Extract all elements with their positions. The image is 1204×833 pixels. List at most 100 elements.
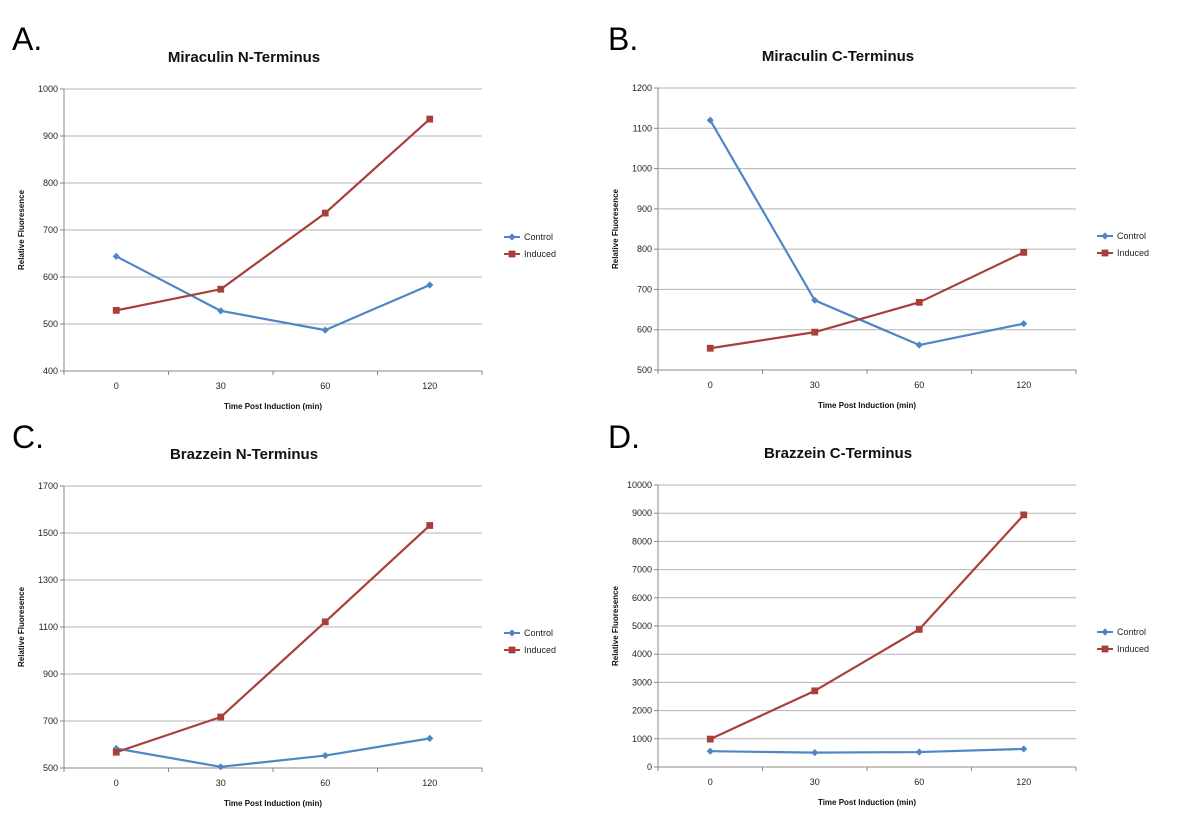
y-axis-label: Relative Fluoresence [17,586,26,667]
x-tick-label: 30 [216,381,226,391]
y-tick-label: 9000 [632,508,652,518]
y-tick-label: 8000 [632,536,652,546]
legend-marker-control [1101,232,1109,240]
legend-label-induced: Induced [524,645,556,655]
series-line-control [116,737,430,768]
data-point-induced [1020,511,1028,519]
x-tick-label: 0 [708,777,713,787]
data-point-induced [112,748,120,756]
x-tick-label: 60 [914,777,924,787]
legend-label-control: Control [524,628,553,638]
y-tick-label: 800 [637,244,652,254]
data-point-control [217,307,225,315]
y-tick-label: 0 [647,762,652,772]
y-axis-label: Relative Fluoresence [17,189,26,270]
chart-panel-c: C. Brazzein N-Terminus 500 700 900 1100 1300 15… [12,419,556,808]
chart-panel-d: D. Brazzein C-Terminus 0 1000 2000 3000 4000 50… [608,419,1149,807]
legend-label-induced: Induced [1117,248,1149,258]
panel-letter: D. [608,419,640,455]
data-point-induced [706,735,714,743]
data-point-control [1020,745,1028,753]
data-point-induced [915,298,923,306]
y-tick-label: 700 [637,284,652,294]
legend-label-control: Control [1117,627,1146,637]
x-tick-label: 30 [216,778,226,788]
data-point-induced [426,115,434,123]
x-axis-label: Time Post Induction (min) [224,799,322,808]
series-line-control [710,747,1024,754]
data-point-control [1020,320,1028,328]
x-tick-label: 60 [320,778,330,788]
x-tick-label: 0 [114,778,119,788]
x-tick-label: 60 [914,380,924,390]
chart-title: Miraculin N-Terminus [168,49,320,66]
data-point-control [112,744,120,753]
data-point-induced [1020,248,1028,256]
data-point-induced [706,344,714,352]
data-point-control [706,747,714,755]
legend-marker-control [1101,628,1109,636]
x-tick-label: 120 [1016,777,1031,787]
y-tick-label: 2000 [632,706,652,716]
y-tick-label: 900 [637,204,652,214]
series-line-induced [116,118,431,312]
legend-marker-induced [508,646,516,654]
x-axis-label: Time Post Induction (min) [224,402,322,411]
legend-marker-control [508,629,516,637]
data-point-control [112,252,120,260]
data-point-control [811,296,819,304]
y-tick-label: 5000 [632,621,652,631]
y-tick-label: 6000 [632,593,652,603]
chart-panel-b: B. Miraculin C-Terminus500600700800900100… [608,21,1149,410]
legend-label-induced: Induced [524,249,556,259]
y-tick-label: 500 [43,763,58,773]
data-point-induced [217,713,225,721]
legend-label-induced: Induced [1117,644,1149,654]
y-tick-label: 1100 [633,123,652,133]
y-axis-label: Relative Fluoresence [611,585,620,666]
y-axis-label: Relative Fluoresence [611,188,620,269]
panel-letter: A. [12,21,42,57]
panel-letter: B. [608,21,638,57]
y-tick-label: 900 [43,131,58,141]
legend-marker-induced [508,250,516,258]
y-tick-label: 500 [637,365,652,375]
y-tick-label: 1500 [38,528,58,538]
y-tick-label: 600 [637,325,652,335]
y-tick-label: 1000 [632,164,652,174]
x-tick-label: 120 [1016,380,1031,390]
x-tick-label: 120 [422,381,437,391]
y-tick-label: 600 [43,272,58,282]
x-tick-label: 60 [320,381,330,391]
y-tick-label: 1200 [632,83,652,93]
y-tick-label: 500 [43,319,58,329]
series-line-induced [115,524,431,754]
y-tick-label: 1100 [39,622,58,632]
y-tick-label: 1000 [632,734,652,744]
data-point-control [426,734,434,742]
y-tick-label: 1300 [38,575,58,585]
legend-marker-control [508,233,516,241]
data-point-induced [321,618,329,626]
legend-label-control: Control [524,232,553,242]
series-line-control [709,119,1024,347]
y-tick-label: 1000 [38,84,58,94]
y-tick-label: 900 [43,669,58,679]
data-point-induced [112,306,120,314]
data-point-control [915,341,923,349]
data-point-induced [321,209,329,217]
y-tick-label: 700 [43,225,58,235]
data-point-control [321,326,329,334]
chart-panel-a: A.Miraculin N-Terminus400500600700800900… [12,21,556,411]
data-point-control [811,749,819,757]
y-tick-label: 7000 [632,565,652,575]
x-tick-label: 0 [114,381,119,391]
x-axis-label: Time Post Induction (min) [818,401,916,410]
x-tick-label: 120 [422,778,437,788]
y-tick-label: 700 [43,716,58,726]
x-tick-label: 30 [810,777,820,787]
data-point-control [706,116,714,124]
data-point-induced [811,328,819,336]
series-line-induced [709,514,1025,741]
